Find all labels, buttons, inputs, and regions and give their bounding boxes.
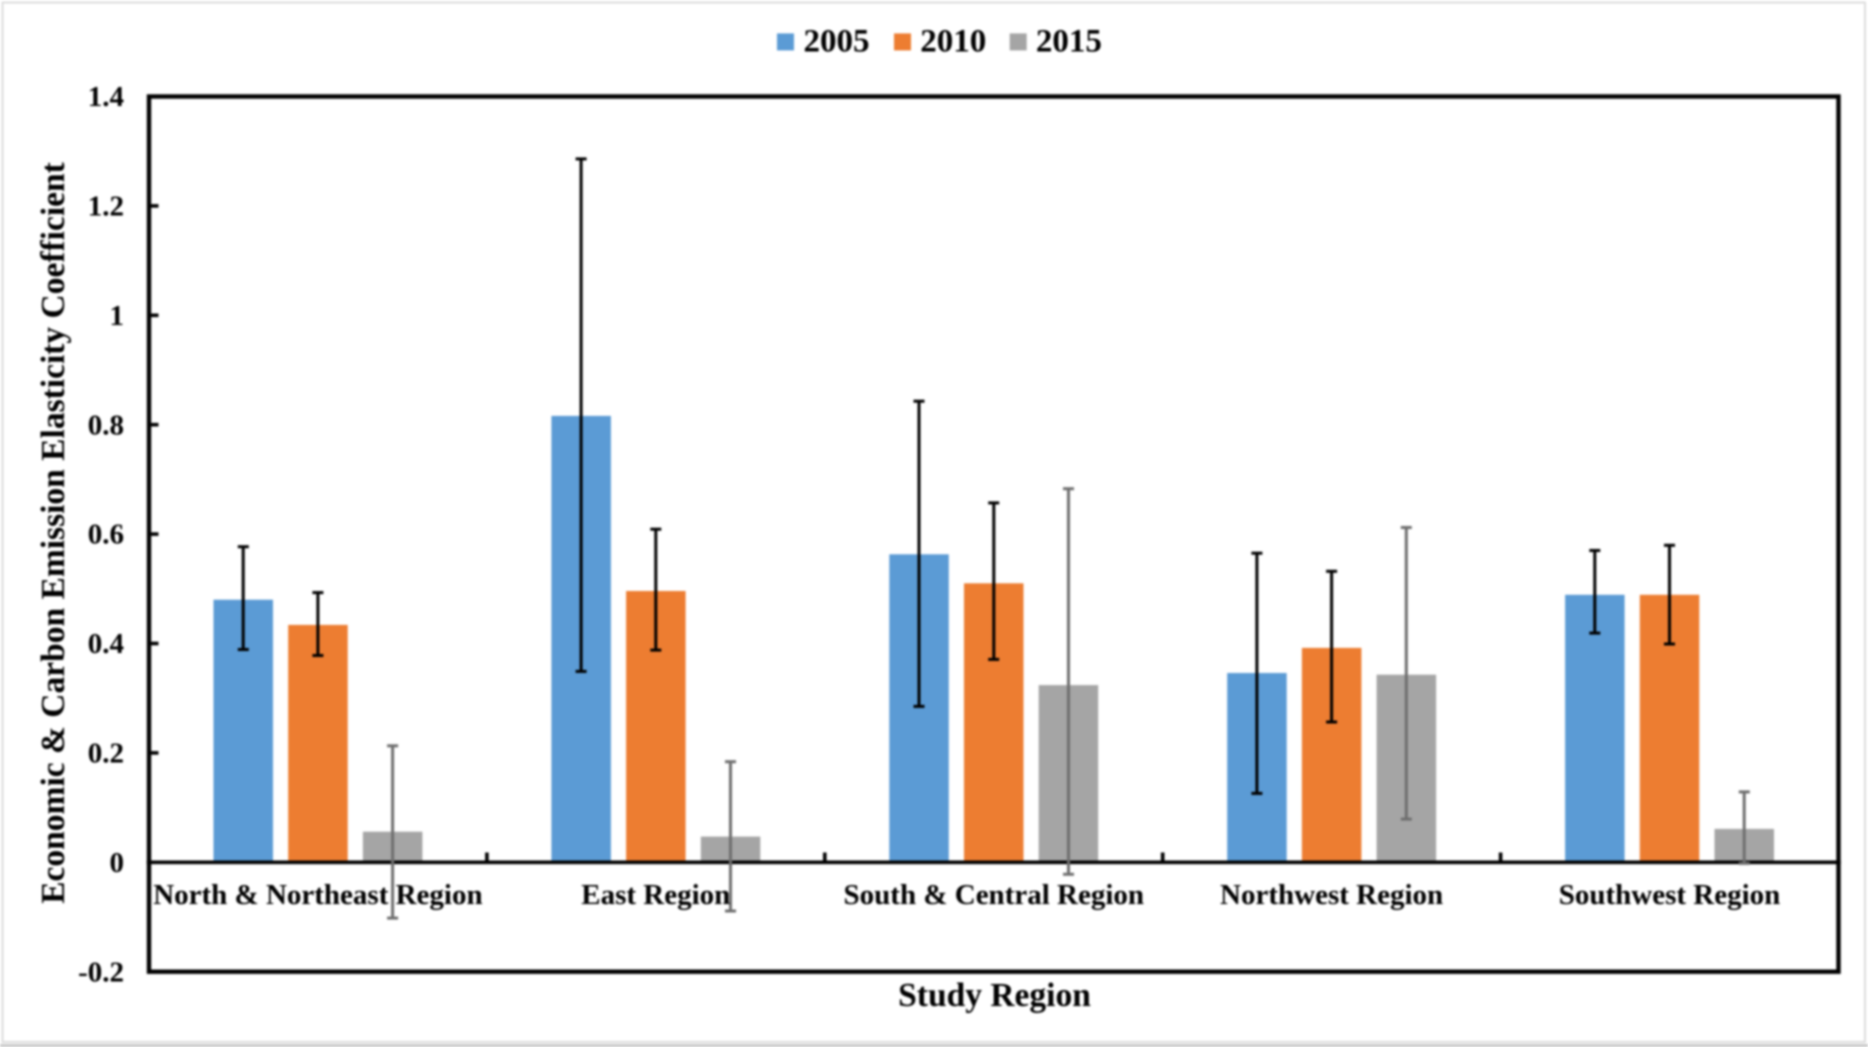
svg-text:Study Region: Study Region <box>898 977 1091 1014</box>
svg-text:2010: 2010 <box>920 24 986 60</box>
svg-text:South & Central Region: South & Central Region <box>844 879 1144 911</box>
svg-text:1.2: 1.2 <box>88 191 124 223</box>
svg-text:0.2: 0.2 <box>88 738 124 770</box>
svg-text:-0.2: -0.2 <box>78 956 124 988</box>
svg-text:0.4: 0.4 <box>88 628 124 660</box>
svg-text:Economic & Carbon Emission Ela: Economic & Carbon Emission Elasticity Co… <box>35 161 72 903</box>
svg-text:1.4: 1.4 <box>88 81 124 113</box>
svg-text:0.8: 0.8 <box>88 409 124 441</box>
svg-text:East Region: East Region <box>581 879 730 911</box>
svg-text:Northwest Region: Northwest Region <box>1220 879 1443 911</box>
svg-text:North & Northeast Region: North & Northeast Region <box>153 879 482 911</box>
svg-text:2015: 2015 <box>1036 24 1102 60</box>
svg-text:0: 0 <box>110 847 125 879</box>
svg-text:0.6: 0.6 <box>88 519 124 551</box>
svg-text:2005: 2005 <box>804 24 870 60</box>
svg-text:1: 1 <box>110 300 125 332</box>
svg-text:Southwest Region: Southwest Region <box>1559 879 1781 911</box>
